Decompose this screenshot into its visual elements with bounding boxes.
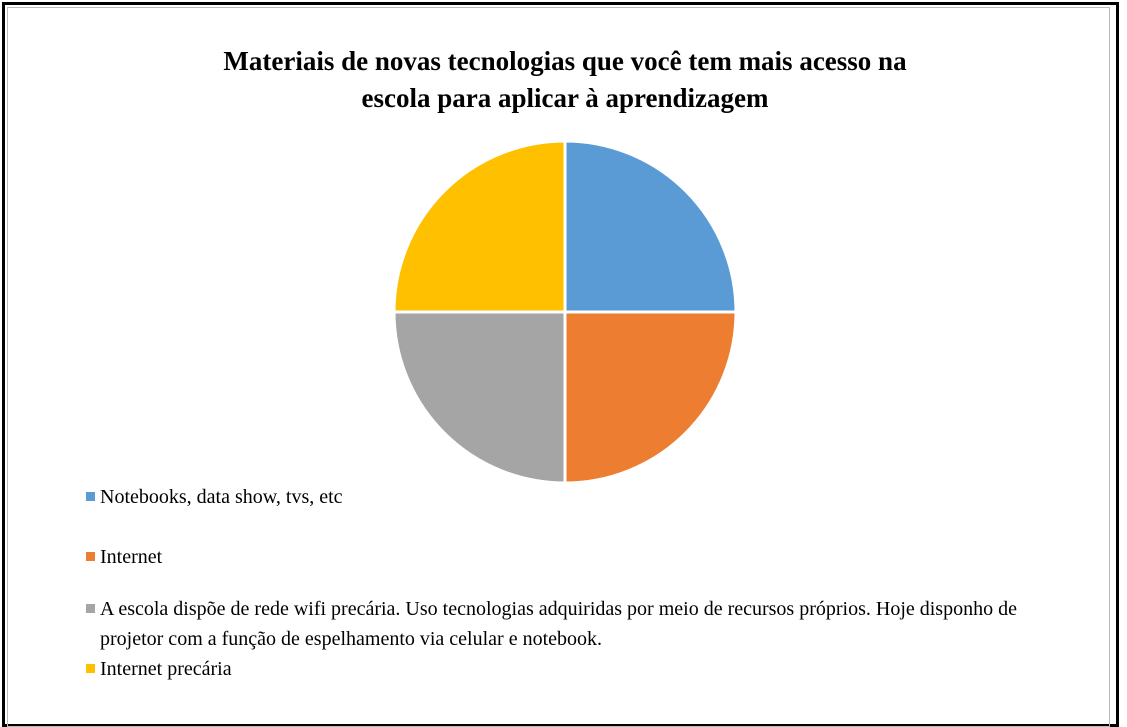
legend-swatch xyxy=(86,604,95,613)
pie-slice xyxy=(392,139,567,314)
pie-slice xyxy=(563,139,738,314)
legend: Notebooks, data show, tvs, etc Internet A … xyxy=(86,482,1061,684)
legend-item: Internet precária xyxy=(86,654,1061,684)
legend-swatch xyxy=(86,552,95,561)
pie-slice xyxy=(392,310,567,485)
legend-swatch xyxy=(86,664,95,673)
legend-swatch xyxy=(86,492,95,501)
legend-item: Internet xyxy=(86,542,1061,572)
legend-item: A escola dispõe de rede wifi precária. U… xyxy=(86,594,1061,654)
legend-label: Internet xyxy=(100,546,163,568)
chart-title: escola para aplicar à aprendizagem xyxy=(362,83,769,113)
legend-label: Notebooks, data show, tvs, etc xyxy=(100,486,343,508)
pie-slice xyxy=(563,310,738,485)
chart-title: Materiais de novas tecnologias que você … xyxy=(223,46,907,76)
legend-label: Internet precária xyxy=(100,658,232,680)
legend-item: Notebooks, data show, tvs, etc xyxy=(86,482,1061,512)
legend-label: A escola dispõe de rede wifi precária. U… xyxy=(100,598,1017,650)
